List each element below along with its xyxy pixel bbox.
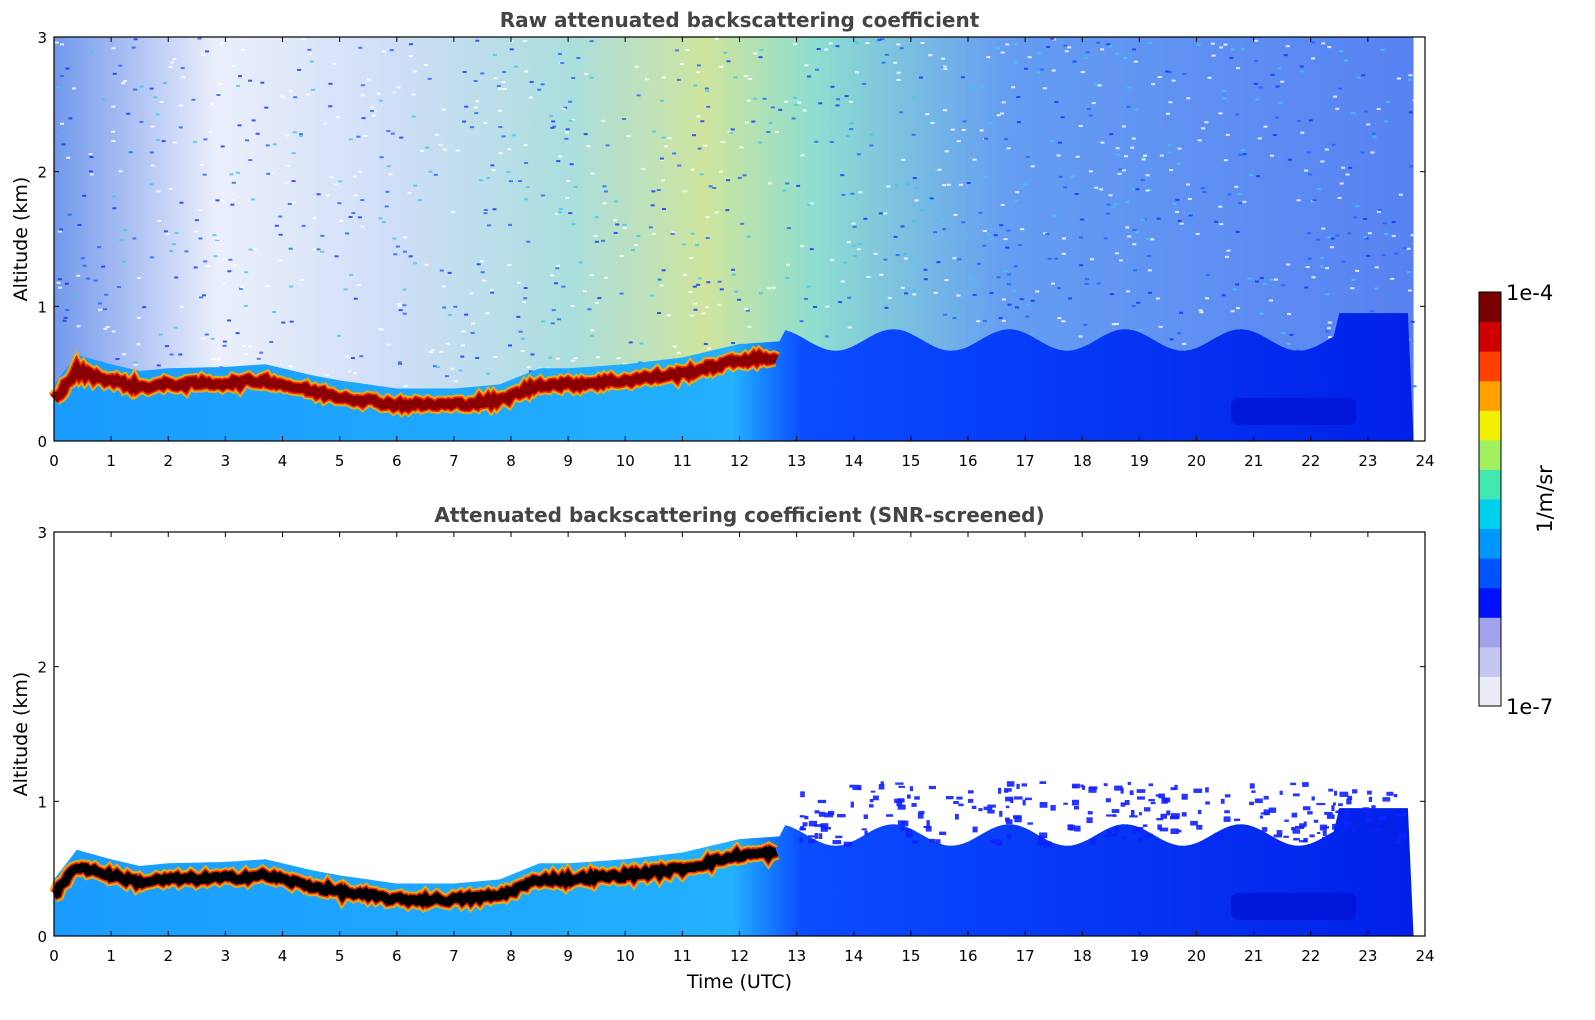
x-tick-label: 14 xyxy=(844,452,863,470)
colorbar-scale xyxy=(1479,292,1501,707)
x-tick-label: 11 xyxy=(673,947,692,965)
y-tick-label: 0 xyxy=(37,433,47,451)
y-tick-label: 3 xyxy=(37,524,47,542)
aerosol-layer-top xyxy=(50,349,779,414)
y-tick-label: 1 xyxy=(37,793,47,811)
x-axis-label: Time (UTC) xyxy=(686,971,792,993)
y-tick-label: 1 xyxy=(37,298,47,316)
colorbar-step xyxy=(1479,321,1501,352)
x-tick-label: 20 xyxy=(1187,452,1206,470)
x-tick-label: 0 xyxy=(49,452,59,470)
x-tick-label: 12 xyxy=(730,452,749,470)
colorbar-step xyxy=(1479,558,1501,589)
x-tick-label: 3 xyxy=(221,452,231,470)
x-tick-label: 6 xyxy=(392,452,402,470)
x-tick-label: 3 xyxy=(221,947,231,965)
x-tick-label: 5 xyxy=(335,947,345,965)
x-tick-label: 15 xyxy=(901,452,920,470)
y-axis-ticks: 0 1 2 3 xyxy=(37,29,1425,451)
colorbar-step xyxy=(1479,676,1501,707)
x-tick-label: 17 xyxy=(1016,947,1035,965)
x-tick-label: 9 xyxy=(563,947,573,965)
x-tick-label: 24 xyxy=(1415,452,1434,470)
colorbar-step xyxy=(1479,617,1501,648)
x-tick-label: 4 xyxy=(278,947,288,965)
colorbar-min-label: 1e-7 xyxy=(1506,695,1553,719)
colorbar-step xyxy=(1479,469,1501,500)
x-tick-label: 8 xyxy=(506,947,516,965)
x-tick-label: 0 xyxy=(49,947,59,965)
x-tick-label: 2 xyxy=(163,452,173,470)
aerosol-layer-top xyxy=(52,845,779,909)
x-tick-label: 15 xyxy=(901,947,920,965)
snr-screened-panel: 0 1 2 3 4 5 6 7 8 9 10 11 12 13 14 15 16 17 18 19 20 21 22 23 24… xyxy=(10,503,1435,993)
colorbar-step xyxy=(1479,380,1501,411)
x-tick-label: 16 xyxy=(958,452,977,470)
x-axis-ticks: 0 1 2 3 4 5 6 7 8 9 10 11 12 13 14 15 16 17 18 19 20 21 22 23 24 xyxy=(49,37,1435,470)
x-tick-label: 11 xyxy=(673,452,692,470)
x-tick-label: 7 xyxy=(449,947,459,965)
colorbar: 1e-4 1e-7 1/m/sr xyxy=(1478,281,1557,719)
x-tick-label: 12 xyxy=(730,947,749,965)
x-tick-label: 1 xyxy=(106,947,116,965)
x-tick-label: 4 xyxy=(278,452,288,470)
x-tick-label: 9 xyxy=(563,452,573,470)
y-axis-ticks: 0 1 2 3 xyxy=(37,524,1425,946)
colorbar-unit-label: 1/m/sr xyxy=(1533,465,1557,533)
x-tick-label: 6 xyxy=(392,947,402,965)
x-tick-label: 5 xyxy=(335,452,345,470)
colorbar-step xyxy=(1479,439,1501,470)
y-tick-label: 2 xyxy=(37,164,47,182)
colorbar-frame xyxy=(1478,291,1502,707)
dense-aerosol-band xyxy=(1230,892,1357,920)
x-tick-label: 21 xyxy=(1244,452,1263,470)
y-axis-label: Altitude (km) xyxy=(10,672,32,797)
x-tick-label: 19 xyxy=(1130,947,1149,965)
x-tick-label: 10 xyxy=(616,452,635,470)
colorbar-step xyxy=(1479,646,1501,677)
snr-screened-heatmap xyxy=(49,781,1414,936)
colorbar-step xyxy=(1479,499,1501,530)
x-tick-label: 22 xyxy=(1301,452,1320,470)
x-tick-label: 20 xyxy=(1187,947,1206,965)
x-tick-label: 18 xyxy=(1073,452,1092,470)
x-tick-label: 19 xyxy=(1130,452,1149,470)
y-tick-label: 2 xyxy=(37,659,47,677)
x-tick-label: 22 xyxy=(1301,947,1320,965)
dense-aerosol-band xyxy=(1230,397,1357,425)
x-tick-label: 2 xyxy=(163,947,173,965)
x-tick-label: 23 xyxy=(1358,947,1377,965)
colorbar-step xyxy=(1479,410,1501,441)
colorbar-max-label: 1e-4 xyxy=(1506,281,1553,305)
colorbar-step xyxy=(1479,351,1501,382)
x-tick-label: 10 xyxy=(616,947,635,965)
x-tick-label: 13 xyxy=(787,452,806,470)
colorbar-step xyxy=(1479,292,1501,323)
x-tick-label: 1 xyxy=(106,452,116,470)
chart-title: Raw attenuated backscattering coefficien… xyxy=(500,8,980,32)
x-tick-label: 24 xyxy=(1415,947,1434,965)
x-tick-label: 8 xyxy=(506,452,516,470)
x-tick-label: 14 xyxy=(844,947,863,965)
y-axis-label: Altitude (km) xyxy=(10,177,32,302)
y-tick-label: 0 xyxy=(37,928,47,946)
x-tick-label: 7 xyxy=(449,452,459,470)
raw-backscatter-panel: 0 1 2 3 4 5 6 7 8 9 10 11 12 13 14 15 16 17 18 19 20 21 22 23 24… xyxy=(10,8,1435,470)
chart-title: Attenuated backscattering coefficient (S… xyxy=(434,503,1044,527)
colorbar-step xyxy=(1479,587,1501,618)
y-tick-label: 3 xyxy=(37,29,47,47)
x-tick-label: 16 xyxy=(958,947,977,965)
noise-speckle xyxy=(54,37,1417,410)
x-tick-label: 17 xyxy=(1016,452,1035,470)
x-tick-label: 13 xyxy=(787,947,806,965)
x-axis-ticks: 0 1 2 3 4 5 6 7 8 9 10 11 12 13 14 15 16 17 18 19 20 21 22 23 24 xyxy=(49,532,1435,965)
screened-patches xyxy=(799,781,1408,848)
raw-backscatter-heatmap xyxy=(48,37,1417,441)
x-tick-label: 18 xyxy=(1073,947,1092,965)
colorbar-step xyxy=(1479,528,1501,559)
x-tick-label: 23 xyxy=(1358,452,1377,470)
x-tick-label: 21 xyxy=(1244,947,1263,965)
